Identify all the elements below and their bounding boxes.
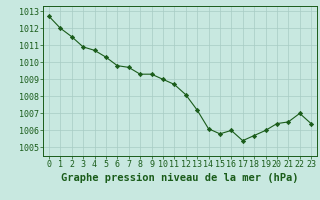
X-axis label: Graphe pression niveau de la mer (hPa): Graphe pression niveau de la mer (hPa): [61, 173, 299, 183]
